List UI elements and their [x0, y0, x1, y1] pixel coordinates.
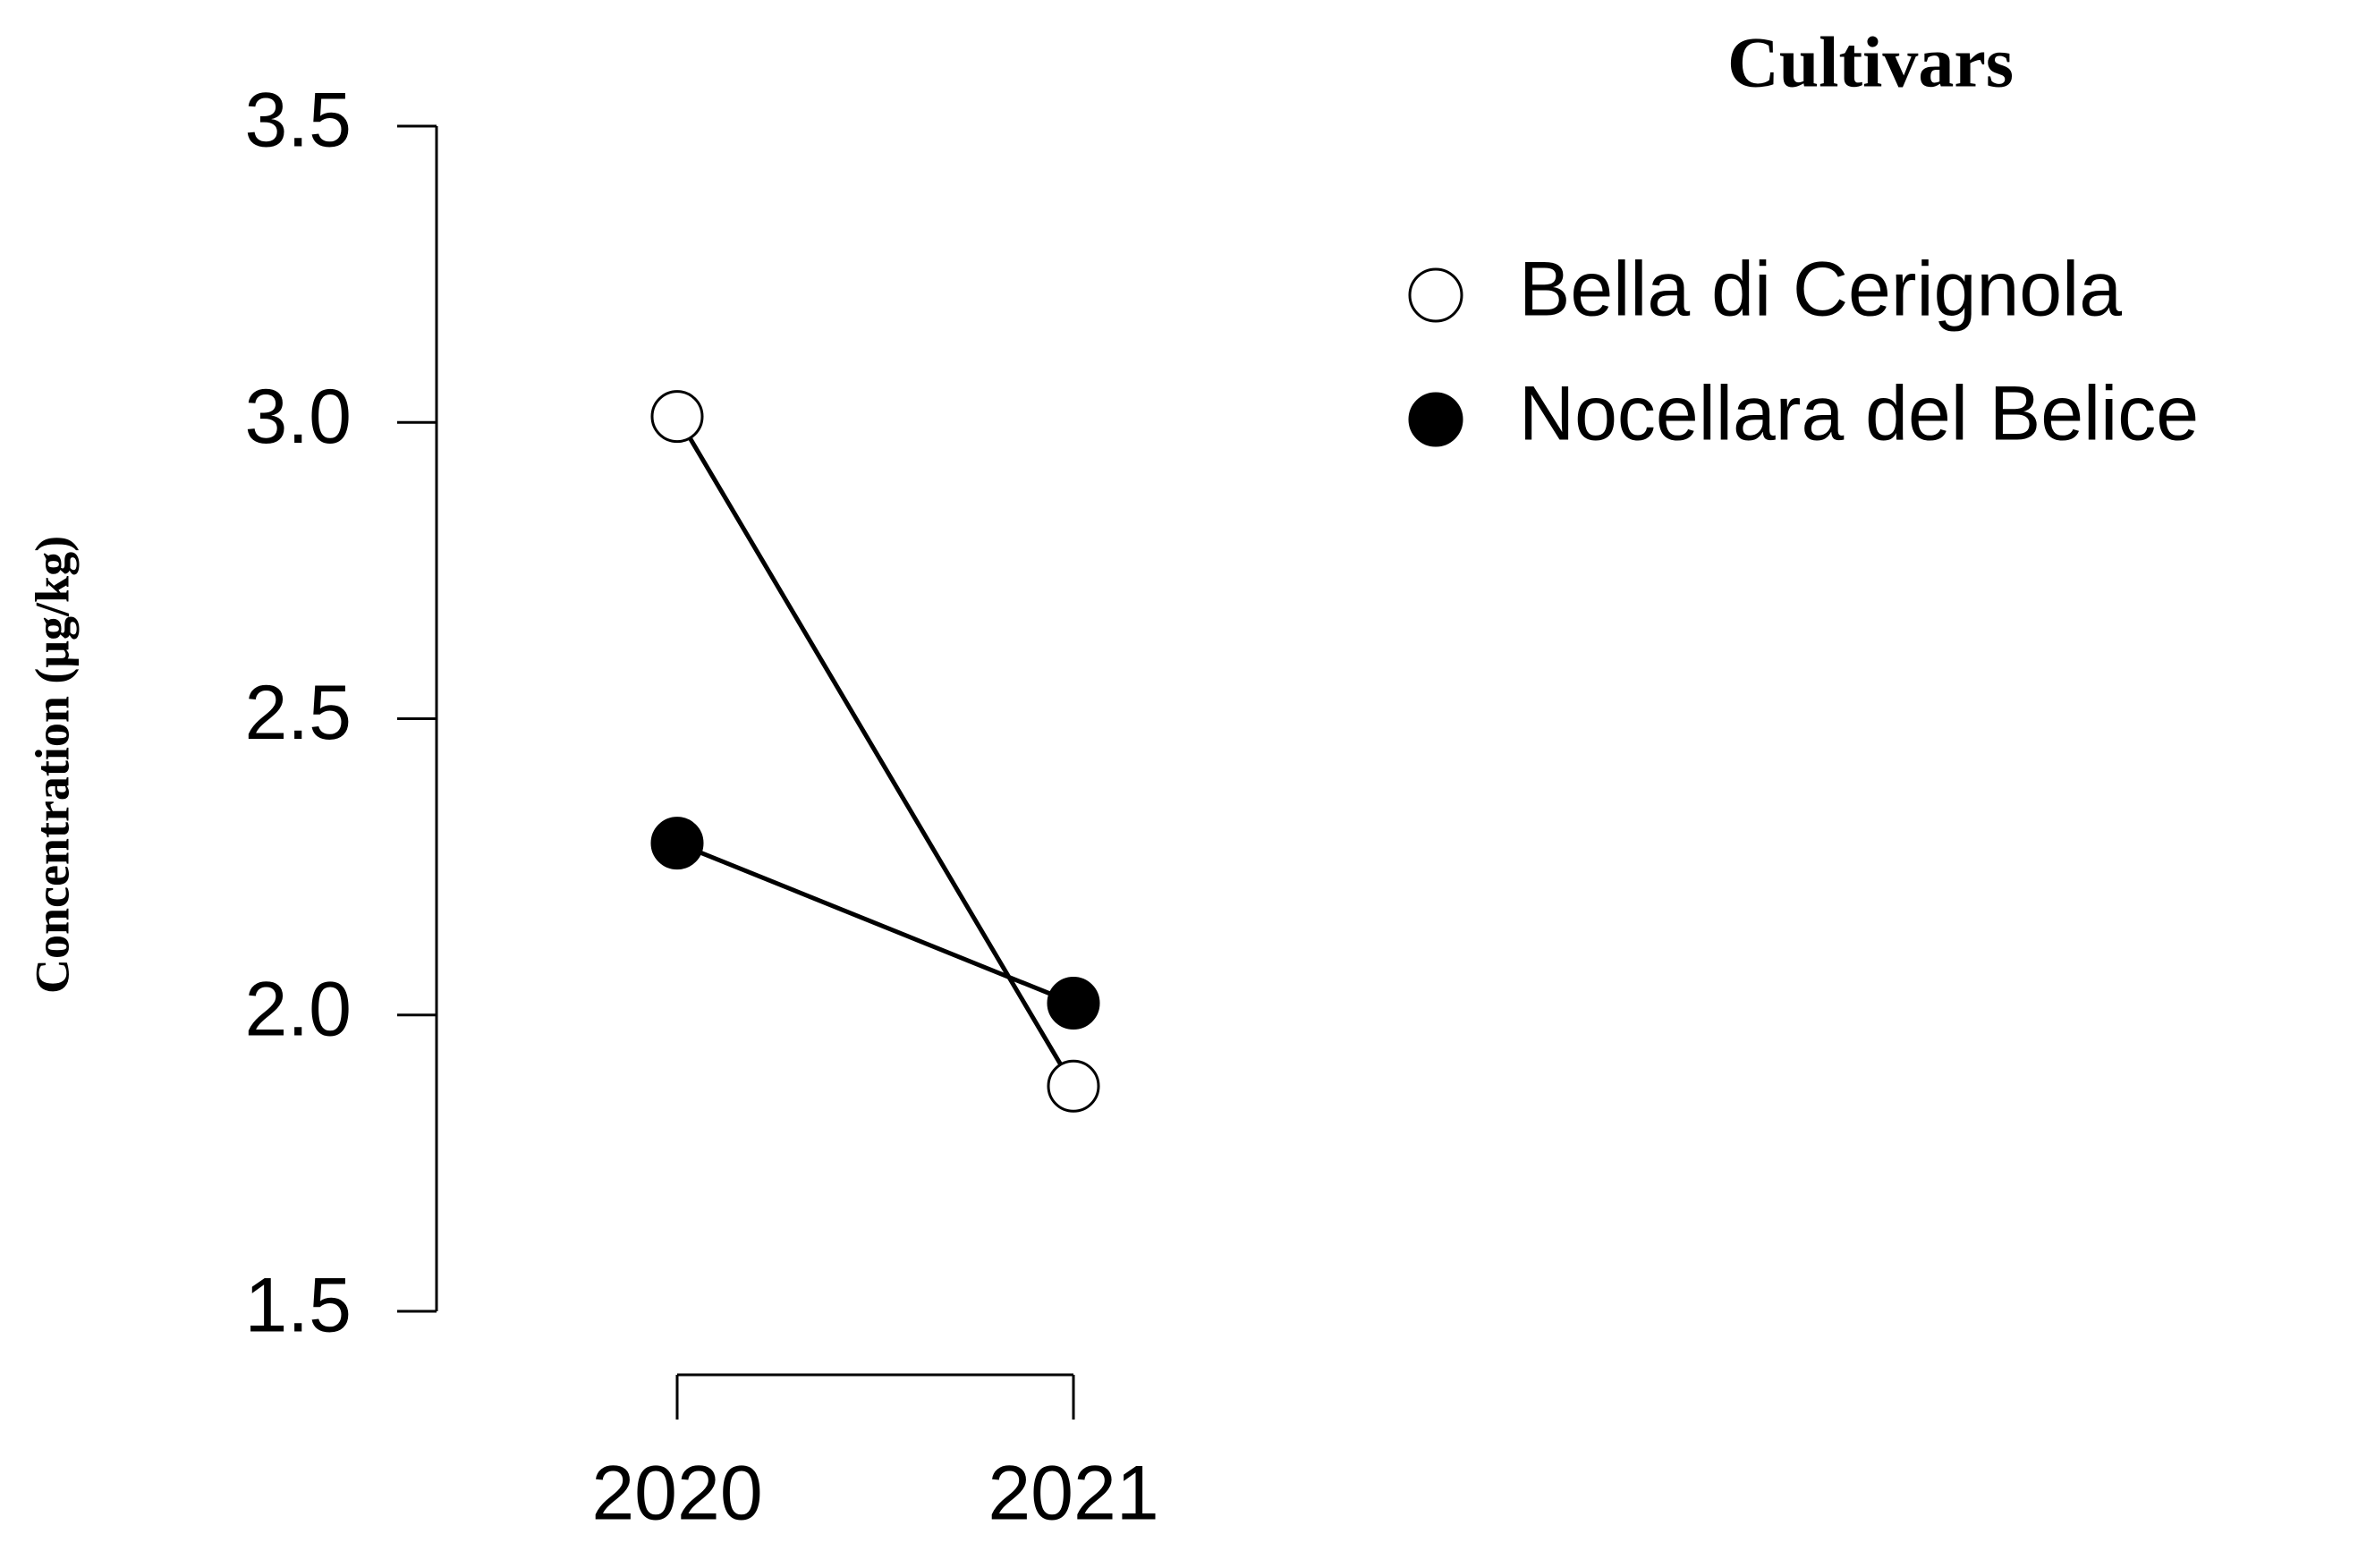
- data-point: [650, 390, 704, 444]
- data-point: [1047, 1059, 1100, 1113]
- legend-marker: [1408, 392, 1463, 447]
- legend-label: Bella di Cerignola: [1519, 247, 2122, 333]
- y-tick-label: 3.5: [244, 78, 352, 164]
- y-axis-label: Concentration (μg/kg): [25, 536, 79, 994]
- data-point: [650, 817, 704, 870]
- y-tick-label: 3.0: [244, 374, 352, 460]
- legend-title: Cultivars: [1727, 23, 2014, 102]
- x-tick-label: 2021: [988, 1451, 1158, 1537]
- legend-marker: [1408, 267, 1463, 323]
- y-tick-label: 1.5: [244, 1263, 352, 1349]
- x-tick-label: 2020: [591, 1451, 762, 1537]
- y-tick-label: 2.5: [244, 670, 352, 756]
- data-point: [1047, 977, 1100, 1030]
- legend-label: Nocellara del Belice: [1519, 371, 2199, 457]
- y-tick-label: 2.0: [244, 966, 352, 1052]
- series-line: [676, 841, 1074, 1005]
